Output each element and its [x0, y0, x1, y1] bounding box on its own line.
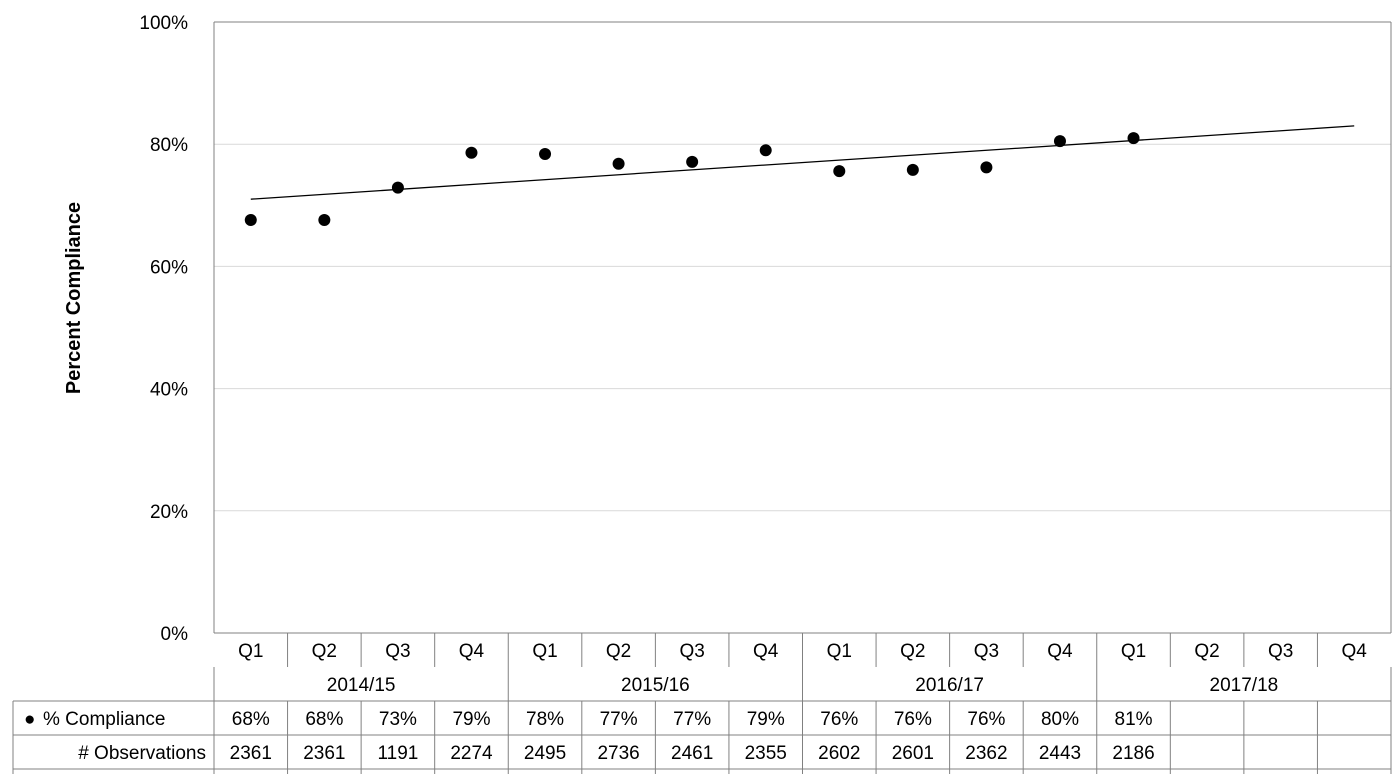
quarter-label: Q4 — [753, 641, 779, 662]
quarter-label: Q2 — [312, 641, 337, 662]
table-cell: 2602 — [818, 743, 860, 764]
quarter-label: Q4 — [1047, 641, 1073, 662]
table-cell: 2461 — [671, 743, 713, 764]
data-point — [244, 213, 257, 226]
y-tick-label: 0% — [161, 624, 189, 645]
row-label: % Compliance — [43, 709, 166, 730]
data-point — [686, 155, 699, 168]
y-tick-label: 100% — [139, 13, 188, 34]
plot-frame — [213, 21, 1392, 634]
table-cell: 78% — [526, 709, 564, 730]
trendline — [250, 125, 1355, 200]
data-point — [1127, 132, 1140, 145]
quarter-label: Q1 — [238, 641, 263, 662]
y-tick-label: 80% — [150, 135, 188, 156]
table-cell: 2361 — [303, 743, 345, 764]
table-cell: 68% — [232, 709, 270, 730]
data-point — [833, 165, 846, 178]
quarter-label: Q1 — [1121, 641, 1146, 662]
year-label: 2014/15 — [327, 675, 396, 696]
year-label: 2017/18 — [1210, 675, 1279, 696]
table-cell: 2495 — [524, 743, 566, 764]
table-cell: 2601 — [892, 743, 934, 764]
table-cell: 73% — [379, 709, 417, 730]
table-cell: 81% — [1115, 709, 1153, 730]
table-cell: 77% — [673, 709, 711, 730]
data-point — [391, 181, 404, 194]
table-cell: 2361 — [230, 743, 272, 764]
table-cell: 80% — [1041, 709, 1079, 730]
data-point — [980, 161, 993, 174]
data-point — [759, 144, 772, 157]
table-cell: 2274 — [450, 743, 493, 764]
quarter-label: Q2 — [900, 641, 925, 662]
row-label: # Observations — [78, 743, 206, 764]
data-point — [612, 157, 625, 170]
y-tick-label: 40% — [150, 380, 188, 401]
table-cell: 2186 — [1112, 743, 1154, 764]
table-cell: 76% — [894, 709, 932, 730]
quarter-label: Q3 — [974, 641, 999, 662]
table-cell: 2362 — [965, 743, 1007, 764]
quarter-label: Q3 — [1268, 641, 1293, 662]
table-cell: 1191 — [377, 743, 418, 764]
gridlines — [214, 143, 1391, 512]
table-cell: 77% — [600, 709, 638, 730]
data-point — [1053, 135, 1066, 148]
quarter-label: Q1 — [827, 641, 852, 662]
table-cell: 76% — [967, 709, 1005, 730]
table-cell: 2443 — [1039, 743, 1081, 764]
table-cell: 2736 — [597, 743, 639, 764]
data-table: Q1 Q2 Q3 Q4 Q1 Q2 Q3 Q4 Q1 Q2 Q3 Q4 Q1 Q2 Q3 Q4 2014/15 2… — [12, 633, 1392, 774]
data-point — [539, 147, 552, 160]
quarter-label: Q3 — [385, 641, 410, 662]
quarter-label: Q2 — [606, 641, 631, 662]
table-cell: 76% — [820, 709, 858, 730]
linear-trendline — [250, 125, 1355, 200]
year-label: 2016/17 — [915, 675, 984, 696]
quarter-label: Q3 — [679, 641, 704, 662]
data-points — [244, 132, 1140, 226]
quarter-label: Q2 — [1194, 641, 1219, 662]
y-tick-label: 20% — [150, 502, 188, 523]
y-axis-label: Percent Compliance — [63, 202, 85, 394]
table-cell: 2355 — [745, 743, 787, 764]
data-point — [465, 146, 478, 159]
row-marker: ● — [24, 709, 35, 730]
data-point — [318, 213, 331, 226]
data-point — [906, 163, 919, 176]
table-cell: 68% — [305, 709, 343, 730]
quarter-label: Q1 — [532, 641, 557, 662]
y-axis-ticks: 0% 20% 40% 60% 80% 100% — [139, 13, 188, 645]
quarter-label: Q4 — [459, 641, 485, 662]
table-cell: 79% — [747, 709, 785, 730]
table-cell: 79% — [452, 709, 490, 730]
y-tick-label: 60% — [150, 257, 188, 278]
quarter-label: Q4 — [1342, 641, 1368, 662]
year-label: 2015/16 — [621, 675, 690, 696]
